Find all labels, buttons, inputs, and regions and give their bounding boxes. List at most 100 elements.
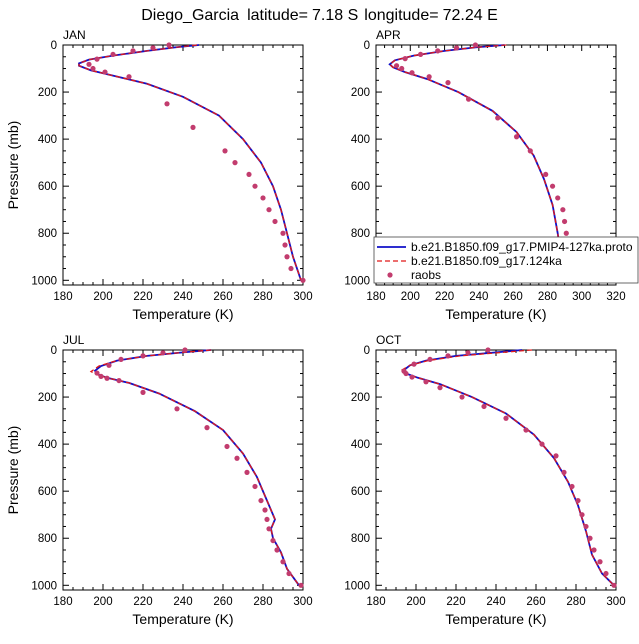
raobs-point-oct — [445, 353, 451, 359]
raobs-point-oct — [579, 512, 585, 518]
raobs-point-apr — [445, 80, 451, 86]
raobs-point-jan — [266, 207, 272, 213]
y-tick-label-jan: 0 — [51, 40, 57, 52]
y-tick-label-apr: 800 — [351, 228, 370, 240]
raobs-point-jul — [270, 537, 276, 544]
y-tick-label-oct: 1000 — [344, 580, 370, 592]
plot-frame-jan — [62, 44, 304, 286]
x-axis-title-oct: Temperature (K) — [445, 611, 546, 627]
x-tick-label-oct: 220 — [446, 596, 465, 608]
raobs-point-jul — [106, 362, 112, 368]
raobs-point-jul — [174, 406, 180, 412]
x-tick-label-apr: 180 — [366, 291, 385, 303]
y-tick-label-jan: 600 — [38, 181, 57, 193]
y-tick-label-oct: 0 — [364, 345, 370, 357]
x-tick-label-apr: 320 — [606, 291, 625, 303]
y-tick-label-apr: 1000 — [344, 275, 370, 287]
x-tick-label-jul: 280 — [253, 596, 272, 608]
raobs-point-apr — [561, 218, 568, 225]
raobs-point-jan — [280, 230, 286, 236]
title-longitude-label: longitude= — [364, 7, 438, 24]
series-line-124ka-jul — [89, 349, 300, 586]
raobs-point-oct — [411, 361, 417, 367]
figure-title: Diego_Garcia latitude= 7.18 S longitude= 72.… — [141, 7, 497, 24]
raobs-point-jul — [204, 425, 210, 431]
y-tick-label-oct: 200 — [351, 392, 370, 404]
x-tick-label-apr: 300 — [572, 291, 591, 303]
y-tick-label-jul: 1000 — [31, 580, 57, 592]
x-tick-label-jan: 300 — [293, 291, 312, 303]
legend: b.e21.B1850.f09_g17.PMIP4-127ka.protob.e… — [373, 236, 639, 284]
raobs-point-jul — [160, 350, 166, 356]
x-tick-label-jul: 200 — [93, 596, 112, 608]
y-tick-label-jul: 400 — [38, 439, 57, 451]
raobs-point-jan — [272, 218, 278, 225]
panel-oct: 180 200 220 240 260 280 300 0 200 400 600 800 1000 OC… — [344, 333, 625, 627]
y-axis-title-jan: Pressure (mb) — [5, 121, 21, 210]
y-tick-label-jan: 1000 — [31, 275, 57, 287]
x-tick-label-apr: 240 — [469, 291, 488, 303]
raobs-point-jul — [264, 516, 270, 523]
x-tick-label-jul: 260 — [213, 596, 232, 608]
raobs-point-jan — [232, 160, 238, 166]
raobs-point-jan — [282, 242, 288, 248]
raobs-point-jul — [94, 370, 100, 376]
x-tick-label-jul: 300 — [293, 596, 312, 608]
raobs-point-jan — [166, 42, 172, 48]
raobs-point-apr — [543, 171, 549, 178]
raobs-point-apr — [549, 183, 556, 189]
raobs-point-apr — [399, 65, 405, 72]
y-tick-label-jul: 600 — [38, 486, 57, 498]
y-tick-label-jan: 200 — [38, 87, 57, 99]
legend-marker-raobs — [387, 272, 393, 278]
raobs-point-jan — [300, 277, 306, 283]
raobs-point-apr — [453, 45, 460, 51]
raobs-point-oct — [553, 453, 559, 459]
title-latitude-label: latitude= — [247, 7, 308, 24]
raobs-point-oct — [603, 570, 609, 577]
x-tick-label-jul: 180 — [53, 596, 72, 608]
panel-jul: 180 200 220 240 260 280 300 0 200 400 600 800 1000 JU… — [5, 333, 313, 627]
x-tick-label-jan: 280 — [253, 291, 272, 303]
raobs-point-jul — [244, 469, 250, 475]
y-tick-label-jan: 400 — [38, 134, 57, 146]
legend-box — [373, 236, 639, 284]
series-line-pmip-oct — [402, 349, 615, 586]
raobs-point-apr — [465, 96, 472, 102]
raobs-point-jan — [86, 61, 92, 67]
raobs-point-jan — [252, 183, 258, 189]
raobs-point-jan — [150, 45, 156, 51]
raobs-point-apr — [555, 195, 561, 201]
x-axis-title-jan: Temperature (K) — [132, 306, 233, 322]
x-tick-label-apr: 200 — [401, 291, 420, 303]
y-axis-title-jul: Pressure (mb) — [5, 426, 21, 515]
raobs-point-jan — [110, 51, 116, 58]
raobs-point-oct — [569, 483, 575, 490]
raobs-point-oct — [539, 441, 545, 447]
raobs-point-apr — [563, 230, 569, 236]
raobs-point-jan — [288, 265, 294, 272]
y-tick-label-jul: 0 — [51, 345, 57, 357]
raobs-point-oct — [423, 379, 429, 385]
raobs-point-oct — [427, 356, 433, 363]
x-tick-label-oct: 260 — [526, 596, 545, 608]
x-tick-label-jan: 260 — [213, 291, 232, 303]
x-tick-label-oct: 300 — [606, 596, 625, 608]
raobs-point-jul — [116, 377, 122, 384]
raobs-point-jul — [252, 483, 258, 490]
series-line-124ka-oct — [401, 349, 615, 586]
x-tick-label-jan: 200 — [93, 291, 112, 303]
raobs-point-jul — [104, 375, 110, 381]
x-tick-label-jan: 240 — [173, 291, 192, 303]
raobs-point-jul — [298, 582, 304, 588]
x-tick-label-jan: 180 — [53, 291, 72, 303]
raobs-point-apr — [402, 56, 408, 62]
raobs-point-oct — [591, 547, 597, 553]
y-tick-label-apr: 600 — [351, 181, 370, 193]
raobs-point-apr — [472, 42, 479, 48]
raobs-point-jul — [258, 497, 264, 504]
y-tick-label-jan: 800 — [38, 228, 57, 240]
raobs-point-oct — [485, 347, 491, 353]
panel-label-oct: OCT — [376, 333, 402, 347]
